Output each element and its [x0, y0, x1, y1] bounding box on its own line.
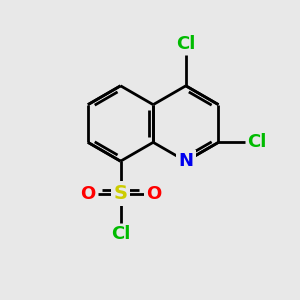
Text: Cl: Cl — [176, 34, 196, 52]
Text: N: N — [178, 152, 193, 170]
Text: O: O — [80, 184, 95, 202]
Text: Cl: Cl — [247, 133, 267, 151]
Text: Cl: Cl — [111, 225, 130, 243]
Text: O: O — [146, 184, 161, 202]
Text: S: S — [114, 184, 128, 203]
